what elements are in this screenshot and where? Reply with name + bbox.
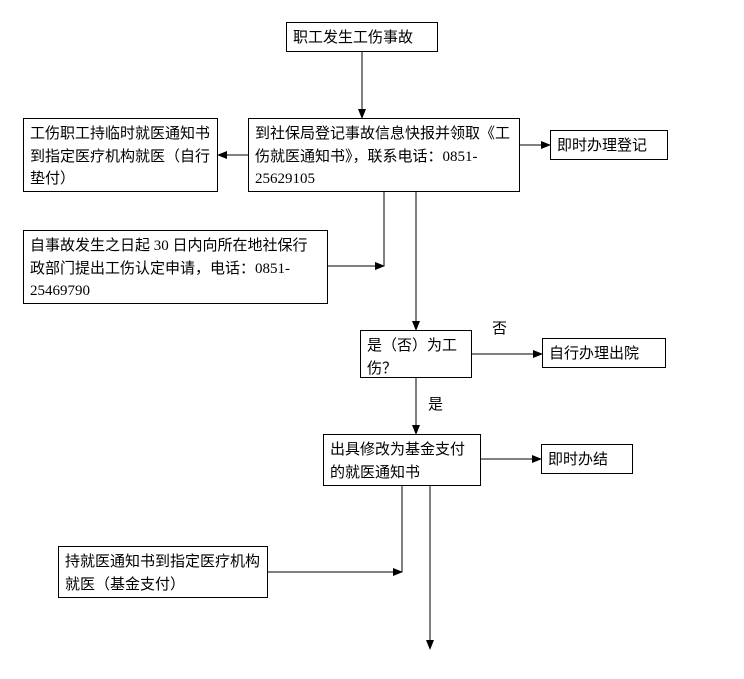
node-start: 职工发生工伤事故 — [286, 22, 438, 52]
node-decision: 是（否）为工伤？ — [360, 330, 472, 378]
node-temp-notice: 工伤职工持临时就医通知书到指定医疗机构就医（自行垫付） — [23, 118, 218, 192]
node-self-discharge: 自行办理出院 — [542, 338, 666, 368]
node-immed-complete: 即时办结 — [541, 444, 633, 474]
node-register-info: 到社保局登记事故信息快报并领取《工伤就医通知书》，联系电话：0851-25629… — [248, 118, 520, 192]
node-apply-30days: 自事故发生之日起 30 日内向所在地社保行政部门提出工伤认定申请，电话：0851… — [23, 230, 328, 304]
branch-label-yes: 是 — [428, 396, 443, 414]
node-fund-notice: 出具修改为基金支付的就医通知书 — [323, 434, 481, 486]
branch-label-no: 否 — [492, 320, 507, 338]
node-register-immed: 即时办理登记 — [550, 130, 668, 160]
flowchart-canvas: 职工发生工伤事故 到社保局登记事故信息快报并领取《工伤就医通知书》，联系电话：0… — [0, 0, 744, 679]
node-fund-treatment: 持就医通知书到指定医疗机构就医（基金支付） — [58, 546, 268, 598]
